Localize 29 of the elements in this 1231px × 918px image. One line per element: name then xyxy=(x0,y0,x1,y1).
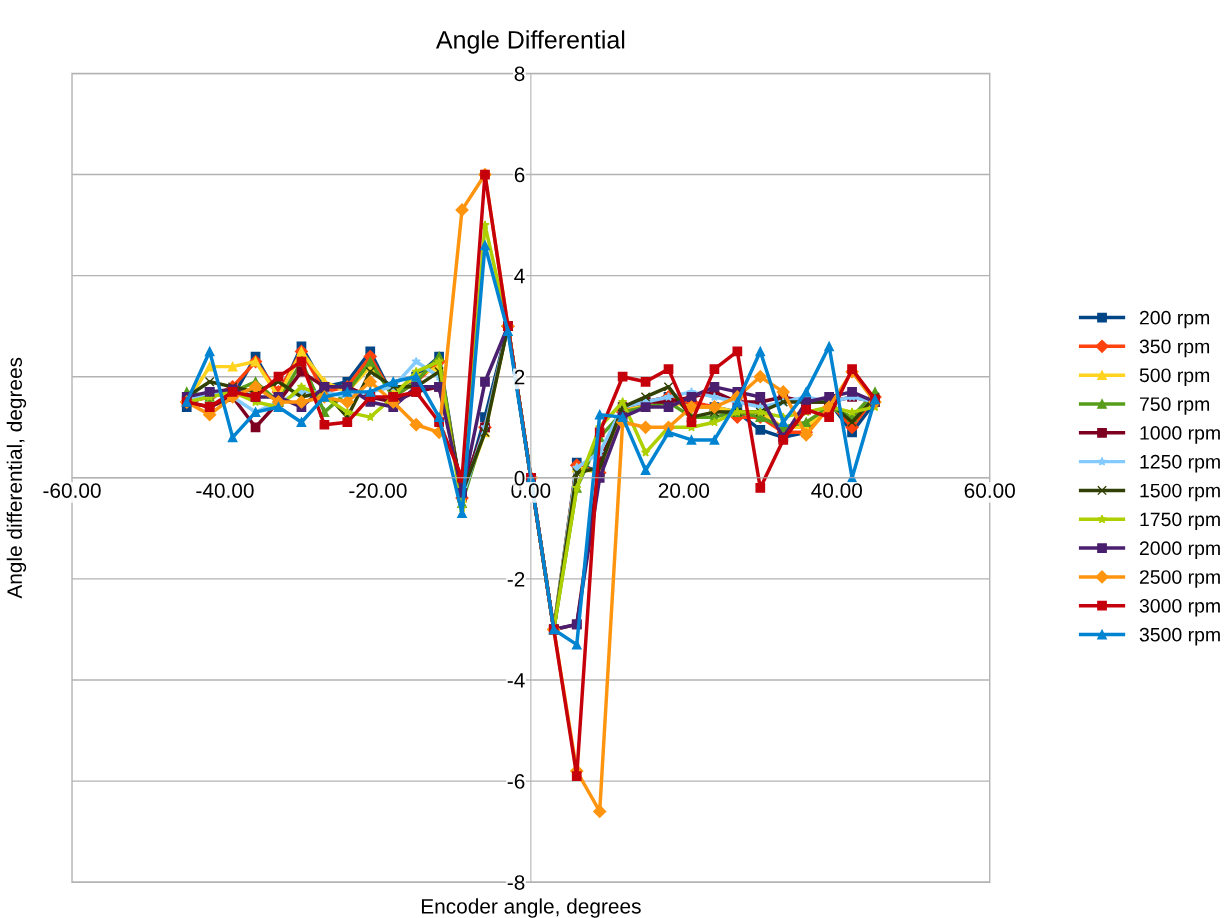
legend-label: 3000 rpm xyxy=(1139,598,1220,617)
y-tick-label: -2 xyxy=(507,571,525,587)
x-tick-label: -40.00 xyxy=(196,483,254,498)
y-tick-label: 2 xyxy=(514,369,525,385)
y-axis-title: Angle differential, degrees xyxy=(6,357,27,599)
legend-label: 1750 rpm xyxy=(1140,512,1220,531)
x-tick-label: 40.00 xyxy=(811,483,863,498)
legend-label: 200 rpm xyxy=(1139,310,1210,329)
legend-label: 500 rpm xyxy=(1139,368,1210,387)
y-tick-label: -8 xyxy=(507,875,525,890)
y-tick-label: -4 xyxy=(507,673,525,688)
legend-label: 1500 rpm xyxy=(1140,483,1220,502)
legend-label: 2500 rpm xyxy=(1139,570,1220,588)
legend-label: 1250 rpm xyxy=(1140,454,1220,473)
y-tick-label: 6 xyxy=(514,167,525,183)
x-tick-label: -20.00 xyxy=(349,483,407,498)
x-tick-label: 60.00 xyxy=(964,483,1015,498)
legend-label: 2000 rpm xyxy=(1139,541,1220,559)
legend-label: 3500 rpm xyxy=(1139,627,1220,646)
legend-label: 750 rpm xyxy=(1139,397,1210,415)
x-tick-label: 20.00 xyxy=(658,483,710,498)
y-tick-label: -6 xyxy=(507,774,525,789)
legend-label: 1000 rpm xyxy=(1140,426,1220,444)
chart-title: Angle Differential xyxy=(435,30,625,54)
y-tick-label: 4 xyxy=(514,268,525,284)
y-tick-label: 8 xyxy=(514,66,525,82)
legend-label: 350 rpm xyxy=(1139,339,1210,358)
x-tick-label: -60.00 xyxy=(43,483,101,498)
x-axis-title: Encoder angle, degrees xyxy=(421,898,641,918)
